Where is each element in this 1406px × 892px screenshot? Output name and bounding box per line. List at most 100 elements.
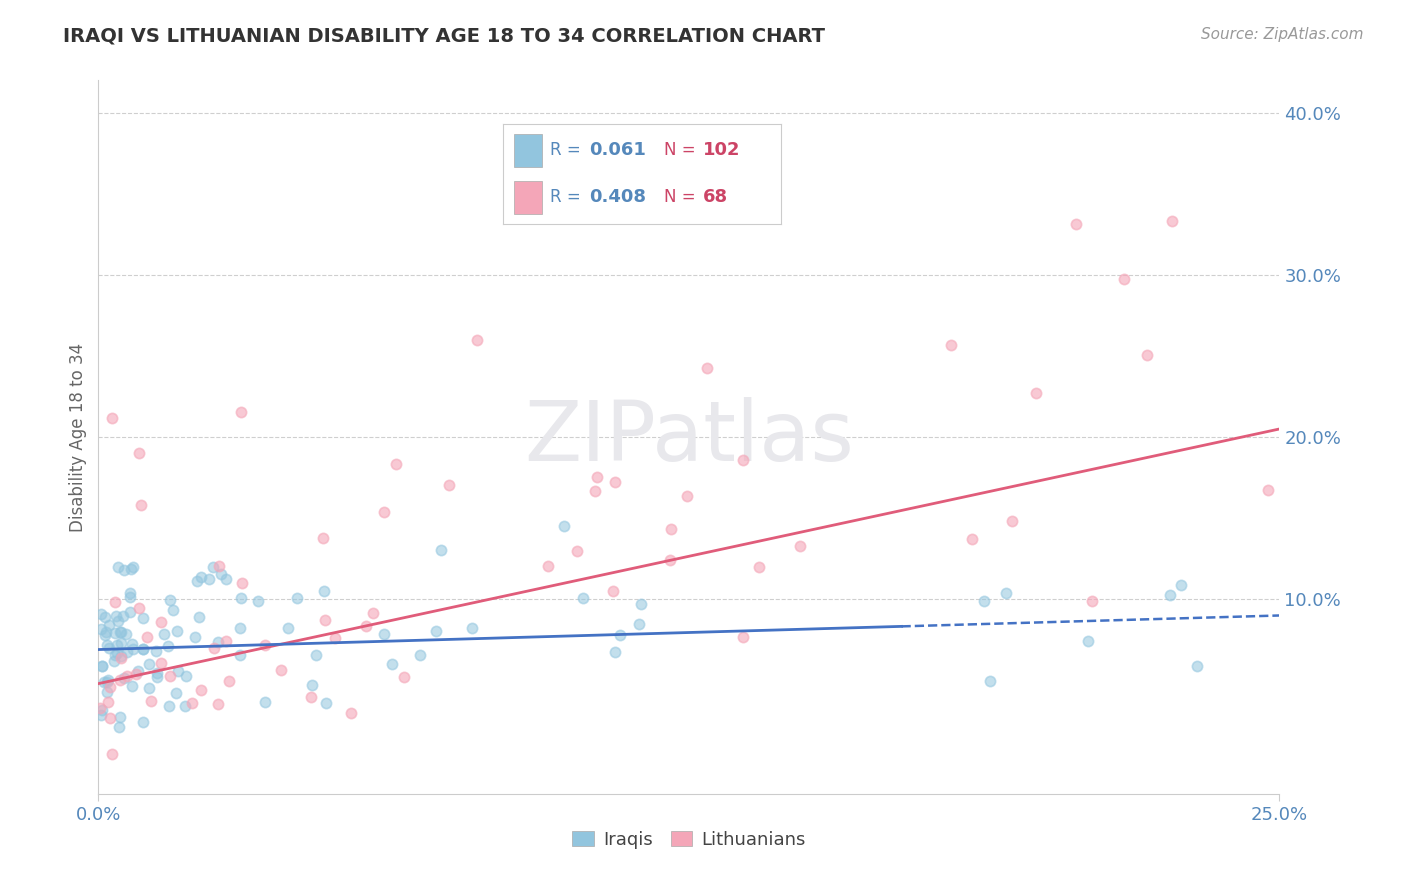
Point (1187, 659, 1209, 673)
Text: Source: ZipAtlas.com: Source: ZipAtlas.com (1201, 27, 1364, 42)
Point (1081, 593, 1104, 607)
Point (315, 697, 337, 711)
Point (91, 658, 114, 673)
Point (354, 619, 377, 633)
Point (118, 605, 141, 619)
Point (166, 664, 188, 678)
Point (117, 645, 139, 659)
Point (748, 559, 770, 574)
Point (101, 411, 124, 425)
Point (229, 622, 252, 636)
Point (108, 709, 131, 723)
Point (152, 627, 174, 641)
Point (605, 475, 627, 490)
Text: 68: 68 (703, 188, 728, 206)
Point (1160, 214, 1182, 228)
Point (121, 679, 143, 693)
Point (630, 597, 652, 611)
Point (128, 445, 150, 459)
Point (101, 747, 124, 761)
Point (312, 532, 335, 546)
Point (380, 657, 402, 672)
Point (627, 617, 650, 632)
Point (218, 673, 240, 688)
Point (323, 631, 346, 645)
Point (110, 624, 132, 639)
Point (120, 562, 142, 576)
Point (215, 634, 238, 648)
Point (97, 695, 120, 709)
Point (301, 678, 323, 692)
Point (186, 574, 208, 588)
Point (97, 673, 120, 688)
Point (979, 673, 1001, 688)
Point (98, 711, 121, 725)
Point (207, 697, 229, 711)
Point (314, 613, 336, 627)
Point (277, 621, 299, 635)
Point (676, 489, 699, 503)
Point (105, 646, 128, 660)
Text: N =: N = (664, 188, 696, 206)
Point (208, 558, 231, 573)
Point (146, 670, 169, 684)
Point (110, 651, 132, 665)
Point (602, 584, 624, 599)
Point (104, 594, 127, 608)
Point (94, 609, 117, 624)
Point (128, 601, 150, 615)
Point (157, 699, 180, 714)
Point (586, 470, 609, 484)
Point (229, 591, 252, 605)
Point (90, 708, 112, 723)
Point (121, 559, 143, 574)
Point (97, 617, 120, 632)
Point (96, 639, 118, 653)
Point (215, 573, 238, 587)
Point (1025, 385, 1047, 400)
Point (159, 593, 181, 607)
Point (104, 625, 127, 640)
Point (138, 681, 160, 695)
Point (231, 576, 253, 591)
Point (131, 641, 153, 656)
Point (565, 544, 588, 558)
Point (132, 714, 155, 729)
Point (112, 608, 135, 623)
FancyBboxPatch shape (513, 181, 541, 214)
Point (89, 700, 111, 714)
Point (111, 804, 134, 818)
Point (125, 667, 148, 681)
Point (105, 639, 128, 653)
Point (166, 624, 188, 638)
Point (190, 570, 212, 584)
Point (437, 478, 460, 492)
Point (254, 638, 277, 652)
Point (129, 498, 152, 512)
Text: 0.061: 0.061 (589, 141, 645, 159)
Point (91, 658, 114, 673)
Point (104, 608, 127, 623)
Point (108, 720, 131, 734)
Point (94, 628, 117, 642)
Point (98, 640, 121, 655)
Text: 102: 102 (703, 141, 740, 159)
Point (89, 607, 111, 621)
Text: R =: R = (550, 141, 581, 159)
Point (104, 648, 127, 662)
Point (107, 615, 129, 629)
Point (96, 685, 118, 699)
Point (425, 624, 447, 638)
Point (285, 591, 308, 605)
Point (254, 695, 277, 709)
Point (659, 522, 682, 536)
Point (139, 694, 162, 708)
Point (115, 669, 138, 683)
Point (132, 611, 155, 625)
Point (1064, 217, 1087, 231)
Point (467, 333, 489, 347)
Point (136, 630, 159, 644)
Point (176, 669, 198, 683)
Legend: Iraqis, Lithuanians: Iraqis, Lithuanians (565, 824, 813, 856)
Point (537, 558, 560, 573)
